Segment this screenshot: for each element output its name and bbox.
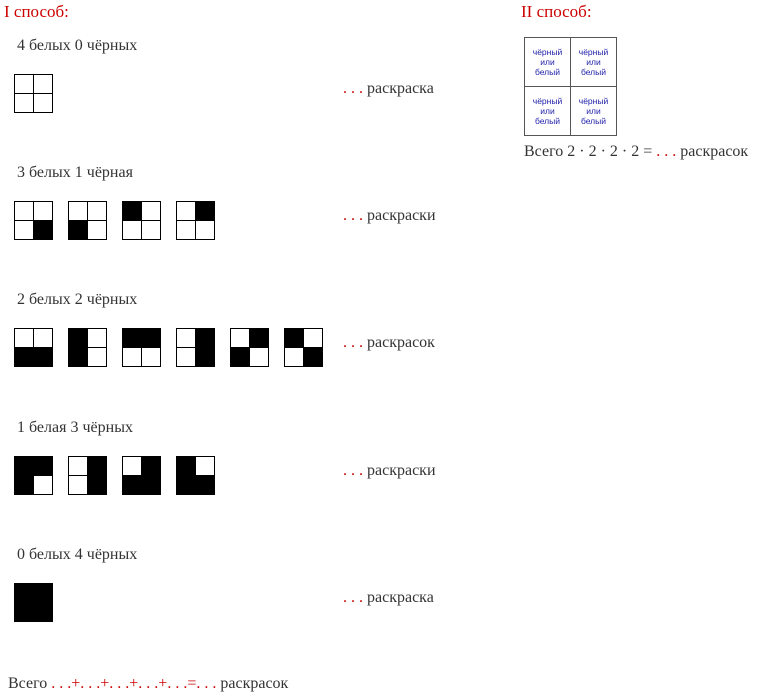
black-cell	[15, 348, 33, 366]
method2-grid: чёрный или белый чёрный или белый чёрный или б…	[524, 37, 617, 136]
white-cell	[285, 348, 303, 366]
white-cell	[142, 221, 160, 239]
white-cell	[69, 457, 87, 475]
white-cell	[88, 202, 106, 220]
white-cell	[69, 202, 87, 220]
white-cell	[69, 476, 87, 494]
black-cell	[69, 329, 87, 347]
white-cell	[123, 221, 141, 239]
black-cell	[123, 476, 141, 494]
coloring-pattern	[68, 328, 107, 367]
black-cell	[34, 584, 52, 602]
coloring-pattern	[68, 201, 107, 240]
black-cell	[88, 457, 106, 475]
white-cell	[88, 348, 106, 366]
black-cell	[15, 584, 33, 602]
white-cell	[177, 202, 195, 220]
black-cell	[34, 457, 52, 475]
black-cell	[177, 457, 195, 475]
black-cell	[34, 603, 52, 621]
row-result: . . . раскраски	[343, 462, 436, 479]
coloring-pattern	[176, 201, 215, 240]
coloring-pattern	[14, 583, 53, 622]
white-cell	[15, 329, 33, 347]
black-cell	[196, 348, 214, 366]
row-result: . . . раскраска	[343, 589, 434, 606]
white-cell	[34, 94, 52, 112]
white-cell	[177, 329, 195, 347]
method2-heading: II способ:	[521, 2, 592, 21]
white-cell	[15, 221, 33, 239]
black-cell	[177, 476, 195, 494]
white-cell	[15, 202, 33, 220]
coloring-pattern	[122, 201, 161, 240]
black-cell	[34, 221, 52, 239]
black-cell	[34, 348, 52, 366]
method2-cell-1: чёрный или белый	[525, 38, 570, 86]
white-cell	[231, 329, 249, 347]
white-cell	[34, 329, 52, 347]
black-cell	[231, 348, 249, 366]
row-label: 1 белая 3 чёрных	[17, 419, 133, 436]
white-cell	[88, 221, 106, 239]
coloring-pattern	[176, 328, 215, 367]
method2-cell-4: чёрный или белый	[571, 87, 616, 135]
method2-cell-2: чёрный или белый	[571, 38, 616, 86]
white-cell	[34, 202, 52, 220]
white-cell	[123, 457, 141, 475]
black-cell	[196, 329, 214, 347]
black-cell	[304, 348, 322, 366]
coloring-pattern	[122, 456, 161, 495]
white-cell	[142, 348, 160, 366]
coloring-pattern	[14, 74, 53, 113]
black-cell	[250, 329, 268, 347]
coloring-pattern	[68, 456, 107, 495]
white-cell	[142, 202, 160, 220]
black-cell	[142, 457, 160, 475]
black-cell	[123, 202, 141, 220]
white-cell	[123, 348, 141, 366]
black-cell	[15, 603, 33, 621]
white-cell	[15, 75, 33, 93]
method1-heading: I способ:	[4, 2, 69, 21]
white-cell	[34, 476, 52, 494]
white-cell	[304, 329, 322, 347]
coloring-pattern	[230, 328, 269, 367]
white-cell	[88, 329, 106, 347]
row-result: . . . раскраски	[343, 207, 436, 224]
method2-total: Всего 2 · 2 · 2 · 2 = . . . раскрасок	[524, 143, 749, 160]
black-cell	[88, 476, 106, 494]
white-cell	[196, 221, 214, 239]
coloring-pattern	[14, 201, 53, 240]
row-label: 2 белых 2 чёрных	[17, 291, 138, 308]
row-result: . . . раскраска	[343, 80, 434, 97]
black-cell	[69, 348, 87, 366]
white-cell	[177, 348, 195, 366]
white-cell	[250, 348, 268, 366]
coloring-pattern	[122, 328, 161, 367]
black-cell	[15, 457, 33, 475]
black-cell	[142, 476, 160, 494]
black-cell	[196, 476, 214, 494]
method1-total: Всего . . .+. . .+. . .+. . .+. . .=. . …	[8, 675, 289, 692]
coloring-pattern	[284, 328, 323, 367]
white-cell	[34, 75, 52, 93]
coloring-pattern	[14, 456, 53, 495]
coloring-pattern	[14, 328, 53, 367]
row-label: 0 белых 4 чёрных	[17, 546, 138, 563]
black-cell	[285, 329, 303, 347]
row-label: 3 белых 1 чёрная	[17, 164, 133, 181]
coloring-pattern	[176, 456, 215, 495]
method2-cell-3: чёрный или белый	[525, 87, 570, 135]
row-label: 4 белых 0 чёрных	[17, 37, 138, 54]
black-cell	[15, 476, 33, 494]
black-cell	[123, 329, 141, 347]
row-result: . . . раскрасок	[343, 334, 435, 351]
black-cell	[69, 221, 87, 239]
white-cell	[196, 457, 214, 475]
black-cell	[196, 202, 214, 220]
white-cell	[15, 94, 33, 112]
black-cell	[142, 329, 160, 347]
white-cell	[177, 221, 195, 239]
